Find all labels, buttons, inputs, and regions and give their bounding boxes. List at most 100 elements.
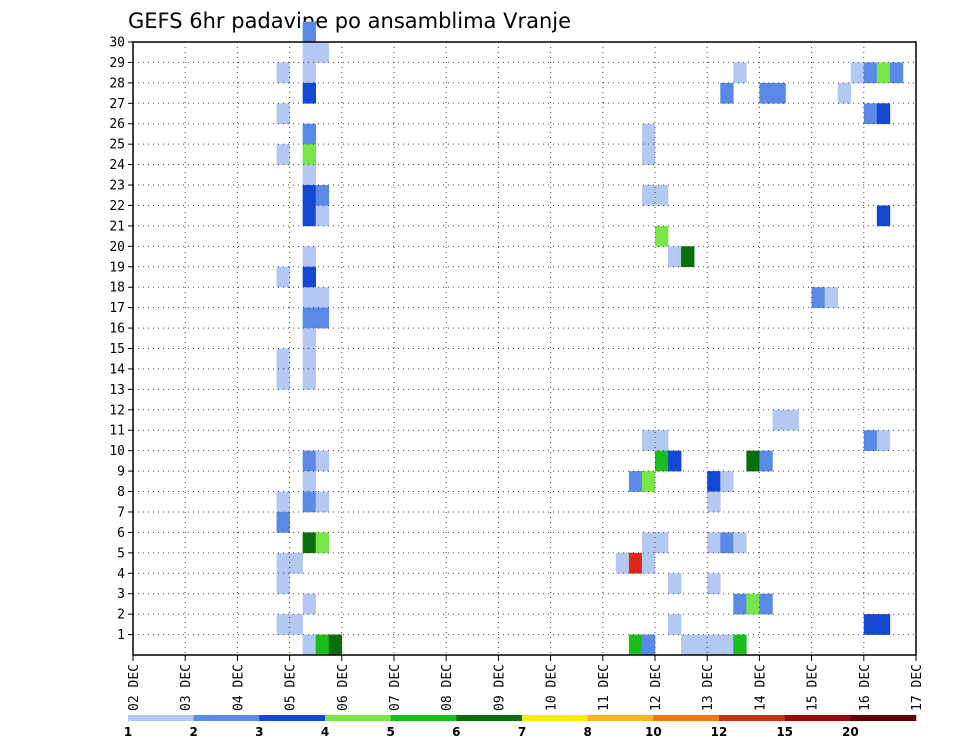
x-tick-label: 13 DEC [701,664,716,711]
heatmap-cell [315,205,330,227]
heatmap-cell [668,246,682,268]
heatmap-cell [315,287,330,308]
heatmap-cell [681,246,695,268]
heatmap-cell [276,491,290,513]
x-tick-label: 05 DEC [284,664,299,711]
y-tick-label: 17 [109,301,125,316]
y-tick-label: 7 [117,505,125,520]
x-axis-ticks: 02 DEC 03 DEC 04 DEC 05 DEC 06 DEC 07 DEC 08 D… [127,655,925,711]
y-tick-label: 4 [117,567,125,582]
heatmap-cell [302,348,316,370]
y-tick-label: 27 [109,97,125,112]
heatmap-cell [707,573,721,594]
heatmap-cell [655,532,669,554]
legend-label: 7 [518,725,526,739]
heatmap-cell [302,471,316,492]
heatmap-cell [302,450,316,472]
heatmap-cell [863,614,878,635]
x-tick-label: 12 DEC [649,664,664,711]
legend-swatch [128,715,194,721]
legend-swatch [653,715,720,721]
y-tick-label: 19 [109,260,125,275]
heatmap-cell [276,368,290,390]
heatmap-cell [615,552,630,574]
heatmap-cell [276,348,290,370]
heatmap-cell [628,552,643,574]
y-tick-label: 8 [117,485,125,500]
heatmap-cell [759,82,773,104]
heatmap-cell [302,266,316,288]
heatmap-cell [289,614,303,635]
heatmap-cell [811,287,825,308]
heatmap-cell [302,123,316,145]
heatmap-cell [720,634,734,656]
heatmap-cell [876,103,891,125]
heatmap-cell [720,532,734,554]
y-tick-label: 26 [109,117,125,132]
y-tick-label: 14 [109,362,125,377]
heatmap-cell [276,552,290,574]
y-tick-label: 10 [109,444,125,459]
heatmap-cell [302,287,316,308]
x-tick-label: 16 DEC [858,664,873,711]
heatmap-cell [863,62,878,84]
heatmap-cell [302,164,316,186]
x-tick-label: 08 DEC [440,664,455,711]
heatmap-cell [328,634,343,656]
heatmap-cell [302,62,316,84]
heatmap-cell [315,185,330,206]
x-tick-label: 02 DEC [127,664,142,711]
legend-swatch [850,715,917,721]
grid-lines [133,42,916,655]
heatmap-cell [707,634,721,656]
heatmap-cell [628,471,643,492]
heatmap-cell [694,634,708,656]
y-tick-label: 5 [117,546,125,561]
heatmap-cell [655,185,669,206]
x-tick-label: 06 DEC [336,664,351,711]
heatmap-cell [681,634,695,656]
heatmap-cell [655,430,669,451]
legend-swatch [784,715,851,721]
legend-label: 20 [842,725,859,739]
heatmap-cell [733,634,747,656]
heatmap-cell [276,144,290,165]
y-tick-label: 6 [117,526,125,541]
heatmap-cell [315,307,330,329]
y-tick-label: 29 [109,56,125,71]
heatmap-cell [276,573,290,594]
heatmap-cell [315,450,330,472]
heatmap-cell [785,409,799,431]
x-tick-label: 03 DEC [179,664,194,711]
legend-label: 6 [452,725,460,739]
heatmap-cell [772,409,786,431]
heatmap-cell [707,491,721,513]
legend-label: 10 [645,725,662,739]
heatmap-cell [641,634,656,656]
heatmap-cell [837,82,852,104]
heatmap-cell [302,185,316,206]
y-tick-label: 22 [109,199,125,214]
heatmap-cell [707,532,721,554]
heatmap-cell [655,225,669,247]
heatmap-cell [641,552,656,574]
heatmap-cell [641,532,656,554]
heatmap-cell [720,471,734,492]
heatmap-cell [289,552,303,574]
x-tick-label: 04 DEC [231,664,246,711]
y-tick-label: 12 [109,403,125,418]
heatmap-cell [315,42,330,63]
y-tick-label: 25 [109,138,125,153]
chart-title: GEFS 6hr padavine po ansamblima Vranje [128,9,571,33]
heatmap-cell [315,491,330,513]
y-tick-label: 11 [109,424,125,439]
y-tick-label: 2 [117,608,125,623]
legend-swatch [325,715,391,721]
heatmap-cell [641,430,656,451]
legend-swatch [259,715,326,721]
heatmap-cell [876,205,891,227]
y-tick-label: 3 [117,587,125,602]
y-tick-label: 9 [117,465,125,480]
heatmap-cell [276,103,290,125]
